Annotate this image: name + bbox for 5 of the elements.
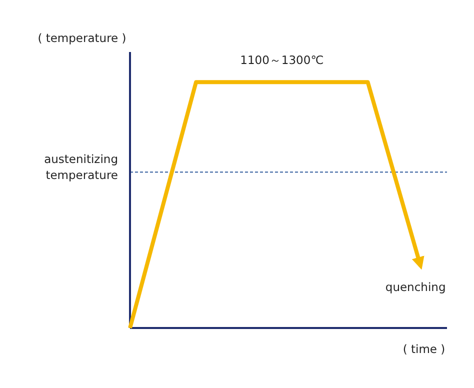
annotation: quenching <box>385 280 446 294</box>
ref-line-label: austenitizing temperature <box>44 152 118 182</box>
y-axis-title: ( temperature ) <box>38 31 126 45</box>
text: 1100～1300℃ <box>240 53 324 68</box>
x-axis-title: ( time ) <box>402 342 446 356</box>
